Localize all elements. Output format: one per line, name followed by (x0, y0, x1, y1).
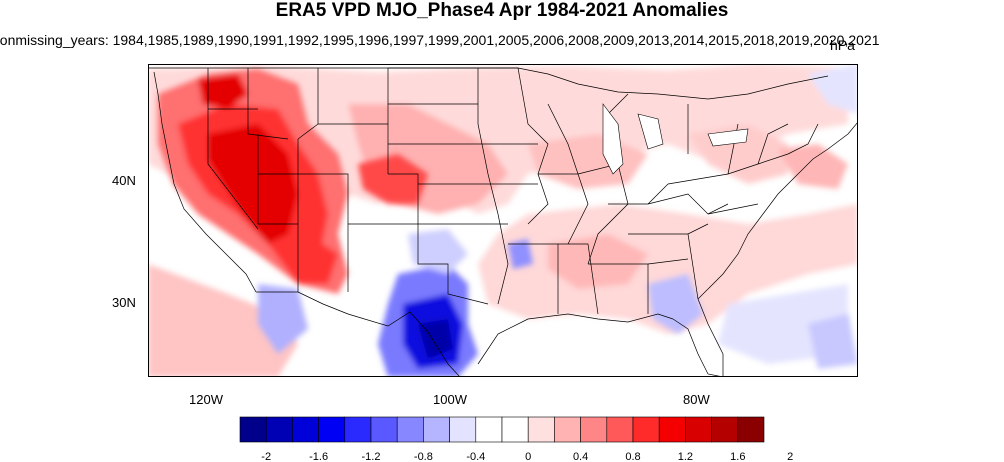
lat-label-30n: 30N (112, 295, 136, 310)
colorbar-swatch (449, 416, 477, 443)
colorbar-label: -0.4 (466, 451, 485, 462)
colorbar-swatch (292, 416, 319, 443)
colorbar-swatch (632, 416, 660, 443)
colorbar-label: 1.2 (678, 451, 693, 462)
colorbar-swatch (501, 416, 529, 443)
lakes (602, 103, 749, 175)
colorbar-swatch (239, 416, 267, 443)
colorbar-swatch (370, 416, 398, 443)
colorbar-swatch (606, 416, 634, 443)
colorbar-label: -1.6 (309, 451, 328, 462)
colorbar-label: -1.2 (362, 451, 381, 462)
lon-label-100w: 100W (433, 392, 467, 407)
lon-label-120w: 120W (189, 392, 223, 407)
colorbar-label: -0.8 (414, 451, 433, 462)
colorbar-swatch (475, 416, 503, 443)
colorbar-swatch (580, 416, 608, 443)
anomaly-map (148, 64, 858, 377)
colorbar-swatch (265, 416, 293, 443)
colorbar-swatch (737, 416, 765, 443)
colorbar-swatch (685, 416, 712, 443)
nonmissing-years-subtitle: nonmissing_years: 1984,1985,1989,1990,19… (0, 32, 880, 48)
colorbar-swatch (711, 416, 739, 443)
colorbar-label: 0.8 (625, 451, 640, 462)
colorbar-label: 1.6 (730, 451, 745, 462)
colorbar-swatch (318, 416, 346, 443)
colorbar-swatch (344, 416, 372, 443)
colorbar-swatch (554, 416, 581, 443)
colorbar-swatch (396, 416, 424, 443)
state-boundaries (148, 67, 858, 377)
colorbar-swatch (423, 416, 450, 443)
colorbar-label: 0 (525, 451, 531, 462)
lon-label-80w: 80W (683, 392, 710, 407)
units-label: hPa (830, 37, 855, 53)
colorbar-label: 2 (787, 451, 793, 462)
colorbar-swatch (527, 416, 555, 443)
colorbar-label: -2 (261, 451, 271, 462)
colorbar-swatch (658, 416, 686, 443)
lat-label-40n: 40N (112, 173, 136, 188)
map-frame (148, 64, 858, 377)
map-title: ERA5 VPD MJO_Phase4 Apr 1984-2021 Anomal… (275, 0, 729, 21)
colorbar-label: 0.4 (573, 451, 588, 462)
